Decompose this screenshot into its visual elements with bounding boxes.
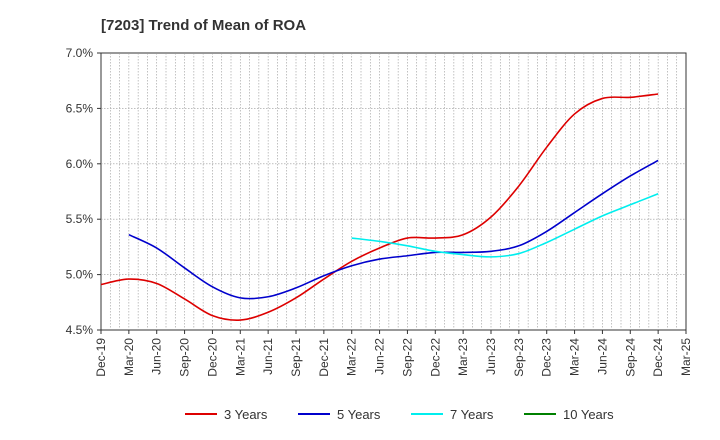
x-tick-label: Jun-24 [595,338,609,375]
y-tick-label: 5.5% [66,212,94,226]
x-axis-ticks: Dec-19 Mar-20 Jun-20 Sep-20 Dec-20 Mar-21 Jun-… [94,330,693,377]
legend-label-5-years: 5 Years [337,407,381,422]
x-tick-label: Sep-24 [623,338,637,377]
x-tick-label: Dec-20 [205,338,219,377]
x-tick-label: Mar-20 [122,338,136,376]
legend-label-7-years: 7 Years [450,407,494,422]
x-tick-label: Jun-21 [261,338,275,375]
y-tick-label: 7.0% [66,46,94,60]
x-tick-label: Dec-24 [651,338,665,377]
x-tick-label: Dec-21 [317,338,331,377]
y-tick-label: 6.5% [66,101,94,115]
y-tick-label: 4.5% [66,323,94,337]
x-tick-label: Mar-21 [233,338,247,376]
x-tick-label: Dec-22 [428,338,442,377]
x-tick-label: Mar-22 [345,338,359,376]
x-tick-label: Dec-23 [540,338,554,377]
series-line-7-years [351,192,659,258]
x-tick-label: Jun-23 [484,338,498,375]
series-lines [100,93,659,321]
grid-lines [101,53,686,330]
x-tick-label: Dec-19 [94,338,108,377]
chart-title: [7203] Trend of Mean of ROA [101,17,306,34]
y-tick-label: 5.0% [66,268,94,282]
x-tick-label: Sep-21 [289,338,303,377]
legend: 3 Years 5 Years 7 Years 10 Years [185,407,614,422]
x-tick-label: Sep-20 [178,338,192,377]
series-line-5-years [128,159,659,300]
legend-label-3-years: 3 Years [224,407,268,422]
x-tick-label: Jun-22 [373,338,387,375]
legend-label-10-years: 10 Years [563,407,614,422]
y-axis-ticks: 7.0% 6.5% 6.0% 5.5% 5.0% 4.5% [66,46,101,337]
plot-area [100,52,687,331]
series-line-3-years [100,93,659,321]
y-tick-label: 6.0% [66,157,94,171]
x-tick-label: Mar-24 [568,338,582,376]
x-tick-label: Sep-22 [400,338,414,377]
x-tick-label: Mar-23 [456,338,470,376]
x-tick-label: Mar-25 [679,338,693,376]
x-tick-label: Sep-23 [512,338,526,377]
x-tick-label: Jun-20 [150,338,164,375]
